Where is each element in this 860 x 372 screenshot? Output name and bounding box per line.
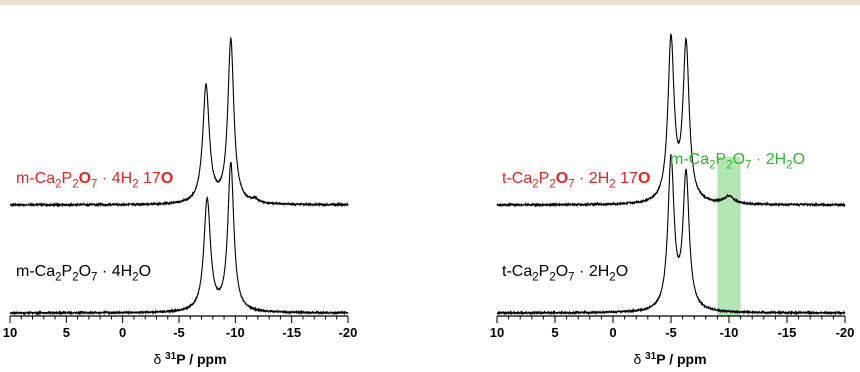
x-tick-label: -15: [282, 325, 301, 340]
x-tick-label: -15: [778, 325, 797, 340]
x-tick-label: -5: [173, 325, 185, 340]
series-label: t-Ca2P2O7 · 2H2 17O: [502, 170, 650, 191]
x-tick-label: -10: [720, 325, 739, 340]
x-axis-title: δ 31P / ppm: [633, 351, 706, 367]
top-rule: [0, 0, 860, 5]
x-tick-label: -20: [836, 325, 855, 340]
series-label: t-Ca2P2O7 · 2H2O: [502, 263, 628, 284]
spectrum-trace: [496, 33, 846, 208]
series-label: m-Ca2P2O7 · 4H2 17O: [16, 170, 173, 191]
x-tick-label: -10: [226, 325, 245, 340]
x-tick-label: 0: [119, 325, 126, 340]
highlight-band: [717, 157, 741, 316]
x-tick-label: 10: [490, 325, 504, 340]
x-tick-label: -5: [665, 325, 677, 340]
x-tick-label: 0: [609, 325, 616, 340]
spectrum-trace: [9, 161, 349, 316]
spectrum-panel-2: 10 5 0 -5 -10 -15 -20 δ 31P / ppm t-Ca2P2O7 · 2H…: [490, 33, 855, 367]
spectrum-trace: [496, 153, 846, 316]
spectrum-trace: [9, 36, 349, 208]
x-tick-label: -20: [339, 325, 358, 340]
x-tick-label: 5: [63, 325, 70, 340]
x-tick-label: 5: [551, 325, 558, 340]
x-tick-label: 10: [3, 325, 17, 340]
annotation-label: m-Ca2P2O7 · 2H2O: [670, 151, 805, 172]
spectrum-panel-1: 10 5 0 -5 -10 -15 -20 δ 31P / ppm m-Ca2P2O7 · 4H…: [3, 36, 358, 367]
x-axis-title: δ 31P / ppm: [153, 351, 226, 367]
series-label: m-Ca2P2O7 · 4H2O: [16, 263, 151, 284]
